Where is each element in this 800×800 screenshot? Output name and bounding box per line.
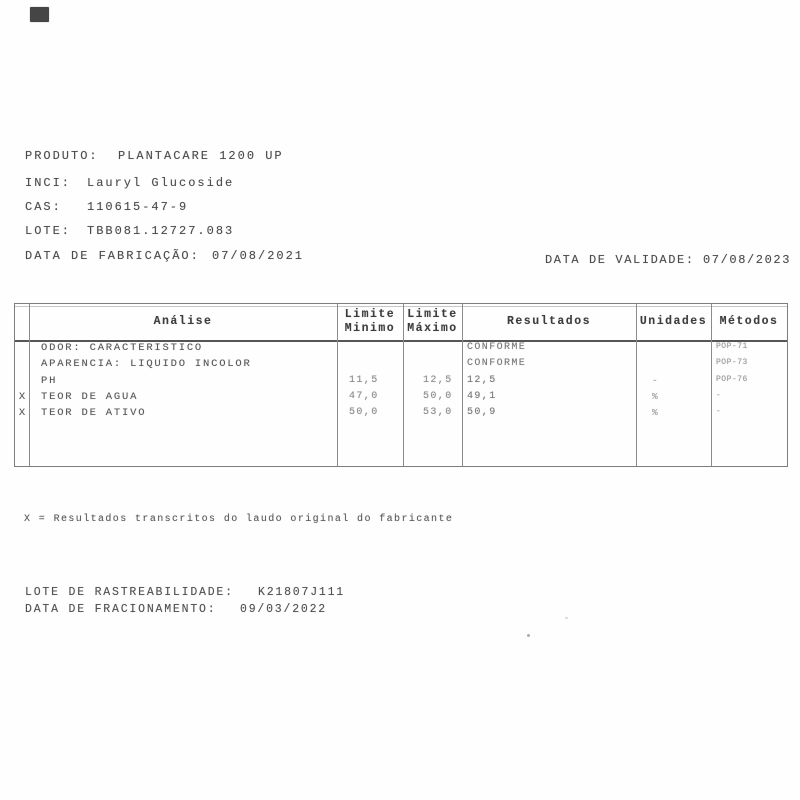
field-data-validade-value: 07/08/2023 — [703, 253, 792, 267]
row-unidade: % — [652, 407, 660, 419]
field-data-fracionamento-label: DATA DE FRACIONAMENTO: — [25, 603, 217, 616]
row-analise: ODOR: CARACTERISTICO — [41, 342, 204, 354]
field-produto: PRODUTO: PLANTACARE 1200 UP — [25, 149, 282, 163]
row-limite-maximo: 50,0 — [423, 390, 453, 402]
scan-corner-mark — [30, 7, 49, 22]
field-lote-label: LOTE: — [25, 224, 72, 238]
row-x-mark: X — [18, 407, 26, 420]
row-analise: PH — [41, 374, 58, 387]
row-unidade: - — [652, 374, 660, 386]
column-header-metodos: Métodos — [719, 314, 779, 328]
field-data-fabricacao-value: 07/08/2021 — [212, 249, 305, 263]
table-row: ODOR: CARACTERISTICO CONFORME POP-71 — [15, 342, 787, 358]
field-data-validade: DATA DE VALIDADE: 07/08/2023 — [545, 253, 789, 267]
row-metodo: POP-76 — [716, 374, 748, 384]
scan-speck — [527, 634, 530, 637]
row-analise: TEOR DE ATIVO — [41, 407, 147, 420]
field-inci-label: INCI: — [25, 176, 72, 190]
field-lote: LOTE: TBB081.12727.083 — [25, 224, 232, 238]
table-row: X TEOR DE ATIVO 50,0 53,0 50,9 % - — [15, 407, 787, 423]
field-data-fabricacao: DATA DE FABRICAÇÃO: 07/08/2021 — [25, 249, 302, 263]
row-unidade: % — [652, 390, 660, 402]
field-produto-value: PLANTACARE 1200 UP — [118, 149, 284, 163]
row-metodo: POP-71 — [716, 342, 748, 351]
table-column-divider — [636, 304, 637, 466]
analysis-table: Análise Limite Minimo Limite Máximo Resu… — [14, 303, 788, 467]
table-row: PH 11,5 12,5 12,5 - POP-76 — [15, 375, 787, 391]
row-metodo: POP-73 — [716, 358, 748, 368]
row-analise: TEOR DE AGUA — [41, 390, 139, 403]
table-column-divider — [337, 304, 338, 466]
row-analise: APARENCIA: LIQUIDO INCOLOR — [41, 358, 252, 371]
field-lote-value: TBB081.12727.083 — [87, 224, 235, 238]
row-metodo: - — [716, 407, 722, 417]
field-inci: INCI: Lauryl Glucoside — [25, 176, 232, 190]
field-data-fracionamento-value: 09/03/2022 — [240, 603, 328, 616]
table-row: X TEOR DE AGUA 47,0 50,0 49,1 % - — [15, 391, 787, 407]
field-lote-rastreabilidade-label: LOTE DE RASTREABILIDADE: — [25, 586, 234, 599]
field-lote-rastreabilidade-value: K21807J111 — [258, 586, 346, 599]
row-resultado: 50,9 — [467, 407, 497, 419]
row-resultado: CONFORME — [467, 358, 527, 370]
column-header-analise: Análise — [153, 314, 213, 328]
footnote: X = Resultados transcritos do laudo orig… — [24, 514, 454, 525]
field-lote-rastreabilidade: LOTE DE RASTREABILIDADE: K21807J111 — [25, 586, 343, 599]
field-produto-label: PRODUTO: — [25, 149, 99, 163]
field-data-fabricacao-label: DATA DE FABRICAÇÃO: — [25, 249, 200, 263]
row-x-mark: X — [18, 390, 26, 403]
row-metodo: - — [716, 390, 722, 400]
table-column-divider — [29, 304, 30, 466]
row-limite-minimo: 11,5 — [349, 374, 379, 386]
table-column-divider — [711, 304, 712, 466]
row-resultado: 12,5 — [467, 374, 497, 386]
analysis-table-header: Análise Limite Minimo Limite Máximo Resu… — [15, 304, 787, 342]
column-header-unidades: Unidades — [639, 314, 708, 328]
row-resultado: CONFORME — [467, 342, 527, 353]
row-limite-minimo: 47,0 — [349, 390, 379, 402]
field-data-validade-label: DATA DE VALIDADE: — [545, 253, 695, 267]
table-column-divider — [462, 304, 463, 466]
scan-speck — [565, 617, 568, 619]
row-limite-minimo: 50,0 — [349, 407, 379, 419]
table-column-divider — [403, 304, 404, 466]
field-data-fracionamento: DATA DE FRACIONAMENTO: 09/03/2022 — [25, 603, 325, 616]
row-resultado: 49,1 — [467, 390, 497, 402]
column-header-limite-maximo: Limite Máximo — [407, 307, 458, 335]
column-header-resultados: Resultados — [506, 314, 591, 328]
field-inci-value: Lauryl Glucoside — [87, 176, 235, 190]
field-cas-label: CAS: — [25, 200, 62, 214]
field-cas: CAS: 110615-47-9 — [25, 200, 186, 214]
table-row: APARENCIA: LIQUIDO INCOLOR CONFORME POP-… — [15, 358, 787, 374]
field-cas-value: 110615-47-9 — [87, 200, 189, 214]
analysis-table-body: ODOR: CARACTERISTICO CONFORME POP-71 APA… — [15, 342, 787, 464]
column-header-limite-minimo: Limite Minimo — [344, 307, 396, 335]
row-limite-maximo: 12,5 — [423, 374, 453, 386]
row-limite-maximo: 53,0 — [423, 407, 453, 419]
